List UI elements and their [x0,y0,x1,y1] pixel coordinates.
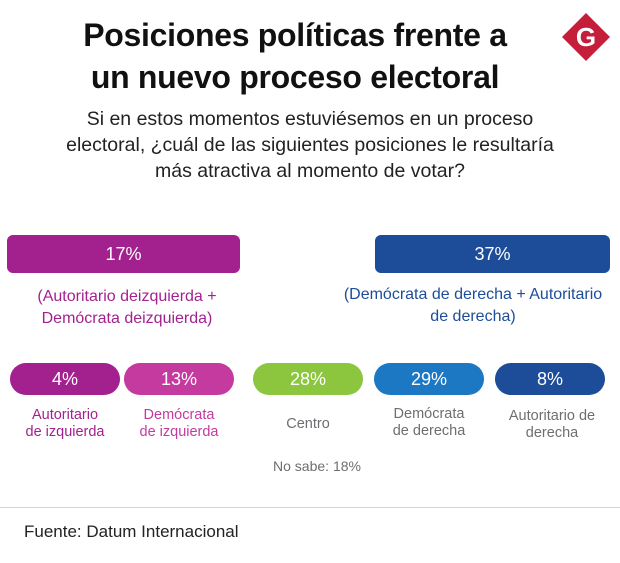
left-group-label: (Autoritario deizquierda + Demócrata dei… [7,286,247,330]
subtitle-line2: electoral, ¿cuál de las siguientes posic… [66,134,554,156]
autoritario-derecha-label: Autoritario de derecha [490,408,614,442]
centro-label: Centro [248,416,368,433]
logo-diamond [562,13,610,61]
logo-letter: G [576,22,596,52]
left-group-value: 17% [7,235,240,273]
right-group-label-line2: de derecha) [430,308,516,325]
chart-title-line1: Posiciones políticas frente a [83,17,507,53]
left-group-label-line2: Demócrata deizquierda) [41,310,213,327]
democrata-derecha-label: Demócrata de derecha [369,406,489,440]
democrata-izquierda-label: Demócrata de izquierda [119,407,239,441]
chart-title-line2: un nuevo proceso electoral [90,59,500,95]
subtitle-line3: más atractiva al momento de votar? [155,160,465,182]
gestion-logo: G [562,13,610,61]
right-group-value: 37% [375,235,610,273]
democrata-izquierda-label-line1: Demócrata [143,407,215,423]
no-sabe-note: No sabe: 18% [273,458,361,474]
autoritario-izquierda-label-line1: Autoritario [31,407,99,423]
autoritario-izquierda-label: Autoritario de izquierda [5,407,125,441]
right-group-label: (Demócrata de derecha + Autoritario de d… [328,284,618,328]
democrata-derecha-label-line2: de derecha [392,423,466,439]
centro-value: 28% [253,363,363,395]
democrata-izquierda-value: 13% [124,363,234,395]
chart-title: Posiciones políticas frente a un nuevo p… [40,14,550,98]
subtitle-line1: Si en estos momentos estuviésemos en un … [86,108,534,130]
right-group-label-line1: (Demócrata de derecha + Autoritario [343,286,603,303]
centro-label-line1: Centro [286,416,330,432]
autoritario-izquierda-label-line2: de izquierda [25,424,105,440]
source-credit: Fuente: Datum Internacional [24,522,239,541]
autoritario-derecha-label-line1: Autoritario de [508,408,596,424]
autoritario-derecha-label-line2: derecha [525,425,579,441]
left-group-label-line1: (Autoritario deizquierda + [37,288,217,305]
autoritario-derecha-value: 8% [495,363,605,395]
democrata-izquierda-label-line2: de izquierda [139,424,219,440]
democrata-derecha-value: 29% [374,363,484,395]
democrata-derecha-label-line1: Demócrata [393,406,465,422]
chart-subtitle: Si en estos momentos estuviésemos en un … [30,106,590,184]
autoritario-izquierda-value: 4% [10,363,120,395]
footer-divider [0,507,620,508]
